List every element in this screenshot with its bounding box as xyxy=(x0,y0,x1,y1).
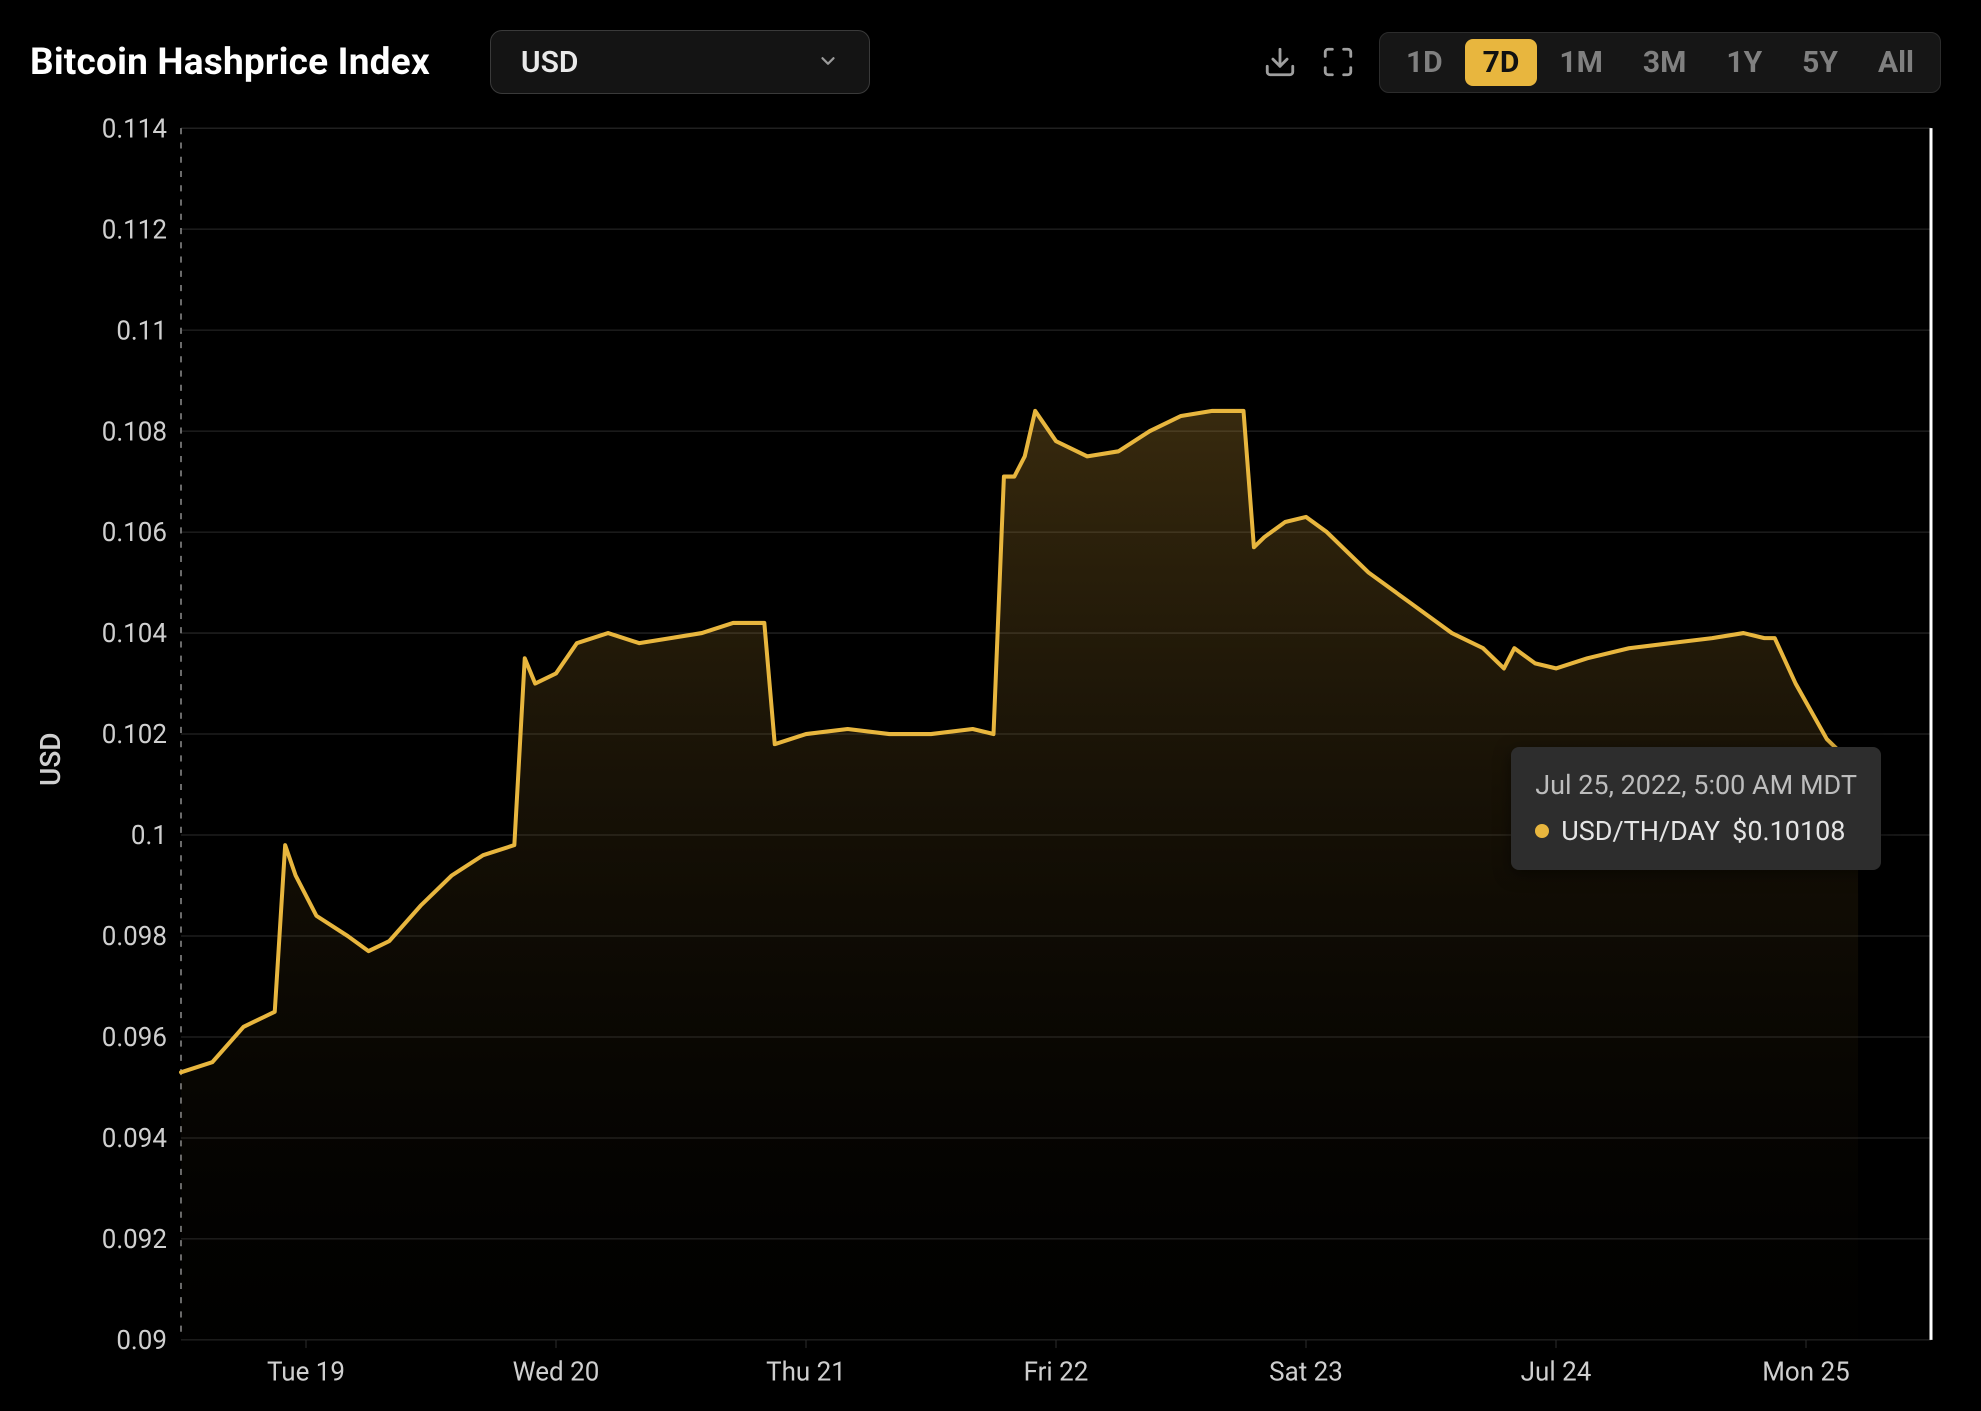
svg-text:0.092: 0.092 xyxy=(102,1225,167,1255)
range-button-5y[interactable]: 5Y xyxy=(1784,39,1856,86)
range-button-1d[interactable]: 1D xyxy=(1388,39,1461,86)
header-right: 1D7D1M3M1Y5YAll xyxy=(1263,32,1941,93)
svg-text:0.11: 0.11 xyxy=(116,316,167,346)
header-left: Bitcoin Hashprice Index USD xyxy=(30,30,870,94)
svg-text:0.09: 0.09 xyxy=(116,1326,167,1356)
svg-text:0.104: 0.104 xyxy=(102,619,168,649)
page-title: Bitcoin Hashprice Index xyxy=(30,41,430,84)
range-button-3m[interactable]: 3M xyxy=(1625,39,1704,86)
fullscreen-icon[interactable] xyxy=(1321,45,1355,79)
svg-text:0.108: 0.108 xyxy=(102,417,167,447)
svg-text:0.1: 0.1 xyxy=(131,821,167,851)
header: Bitcoin Hashprice Index USD 1D7D1M3M1Y5Y… xyxy=(30,30,1951,118)
chart-widget: Bitcoin Hashprice Index USD 1D7D1M3M1Y5Y… xyxy=(0,0,1981,1411)
svg-text:0.114: 0.114 xyxy=(102,118,168,144)
svg-text:0.098: 0.098 xyxy=(102,922,167,952)
plot-region[interactable]: 0.09 0.092 0.094 0.096 0.098 0.1 0.102 0.104 0.1… xyxy=(71,118,1951,1401)
svg-text:Sat 23: Sat 23 xyxy=(1269,1357,1343,1387)
svg-text:Mon 25: Mon 25 xyxy=(1762,1357,1849,1387)
download-icon[interactable] xyxy=(1263,45,1297,79)
range-button-all[interactable]: All xyxy=(1860,39,1932,86)
currency-select[interactable]: USD xyxy=(490,30,870,94)
svg-text:Wed 20: Wed 20 xyxy=(513,1357,600,1387)
svg-text:0.106: 0.106 xyxy=(102,518,167,548)
range-button-1y[interactable]: 1Y xyxy=(1708,39,1780,86)
svg-text:0.102: 0.102 xyxy=(102,720,167,750)
chart-area: USD 0.09 0.092 0.094 0.096 0.098 0.1 0.102 0.10… xyxy=(30,118,1951,1401)
svg-text:Jul 24: Jul 24 xyxy=(1521,1357,1592,1387)
range-button-7d[interactable]: 7D xyxy=(1465,39,1538,86)
time-range-group: 1D7D1M3M1Y5YAll xyxy=(1379,32,1941,93)
svg-text:Tue 19: Tue 19 xyxy=(267,1357,345,1387)
svg-text:0.096: 0.096 xyxy=(102,1023,167,1053)
svg-text:Fri 22: Fri 22 xyxy=(1024,1357,1089,1387)
currency-select-value: USD xyxy=(521,45,579,80)
svg-text:Thu 21: Thu 21 xyxy=(766,1357,846,1387)
y-axis-label: USD xyxy=(30,118,71,1401)
range-button-1m[interactable]: 1M xyxy=(1541,39,1620,86)
svg-text:0.112: 0.112 xyxy=(102,215,167,245)
svg-text:0.094: 0.094 xyxy=(102,1124,168,1154)
chevron-down-icon xyxy=(817,45,839,80)
chart-svg: 0.09 0.092 0.094 0.096 0.098 0.1 0.102 0.104 0.1… xyxy=(71,118,1951,1401)
